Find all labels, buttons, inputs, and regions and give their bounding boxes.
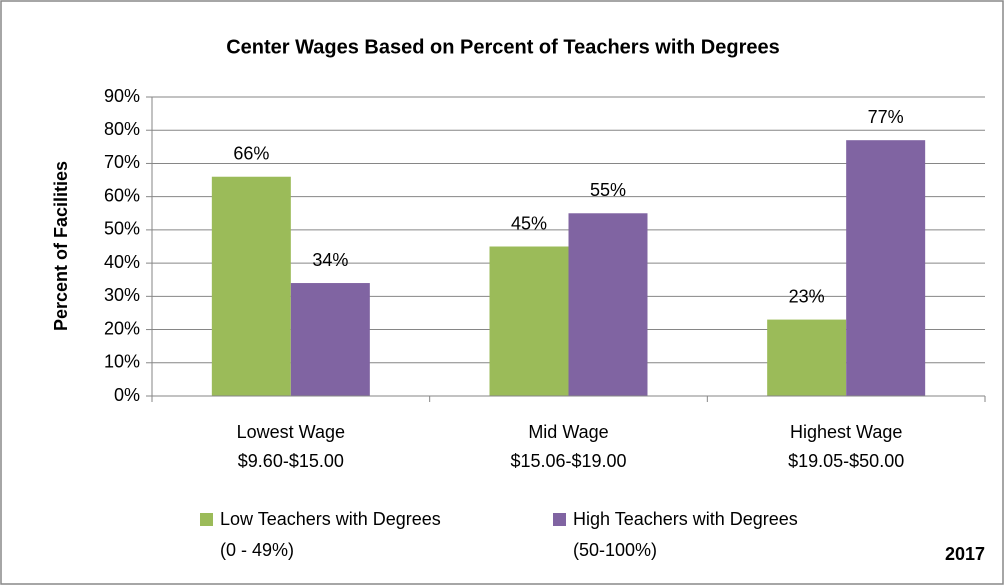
data-label: 45% (511, 213, 547, 233)
y-axis-label: Percent of Facilities (51, 161, 71, 331)
x-tick-label: $15.06-$19.00 (510, 451, 626, 471)
y-tick-label: 0% (114, 385, 140, 405)
bar (767, 319, 847, 396)
legend-label: High Teachers with Degrees (573, 509, 798, 529)
y-tick-label: 50% (104, 219, 140, 239)
y-tick-label: 60% (104, 185, 140, 205)
bar (846, 140, 926, 396)
x-tick-label: Lowest Wage (237, 422, 345, 442)
bar (290, 283, 370, 396)
annotation: 2017 (945, 544, 985, 564)
y-tick-label: 80% (104, 119, 140, 139)
x-tick-label: Highest Wage (790, 422, 902, 442)
data-label: 66% (233, 143, 269, 163)
bar (489, 246, 569, 396)
data-label: 23% (789, 286, 825, 306)
data-label: 34% (312, 250, 348, 270)
legend-label: Low Teachers with Degrees (220, 509, 441, 529)
bar (568, 213, 648, 396)
y-tick-label: 90% (104, 86, 140, 106)
y-tick-label: 70% (104, 152, 140, 172)
legend-label: (0 - 49%) (220, 540, 294, 560)
legend-swatch (553, 513, 566, 526)
x-tick-label: Mid Wage (528, 422, 608, 442)
legend-swatch (200, 513, 213, 526)
y-tick-label: 20% (104, 318, 140, 338)
legend-label: (50-100%) (573, 540, 657, 560)
data-label: 77% (868, 107, 904, 127)
y-tick-label: 30% (104, 285, 140, 305)
chart-title: Center Wages Based on Percent of Teacher… (226, 36, 780, 58)
y-tick-label: 10% (104, 352, 140, 372)
data-label: 55% (590, 180, 626, 200)
bar (211, 176, 291, 396)
y-tick-label: 40% (104, 252, 140, 272)
x-tick-label: $9.60-$15.00 (238, 451, 344, 471)
x-tick-label: $19.05-$50.00 (788, 451, 904, 471)
